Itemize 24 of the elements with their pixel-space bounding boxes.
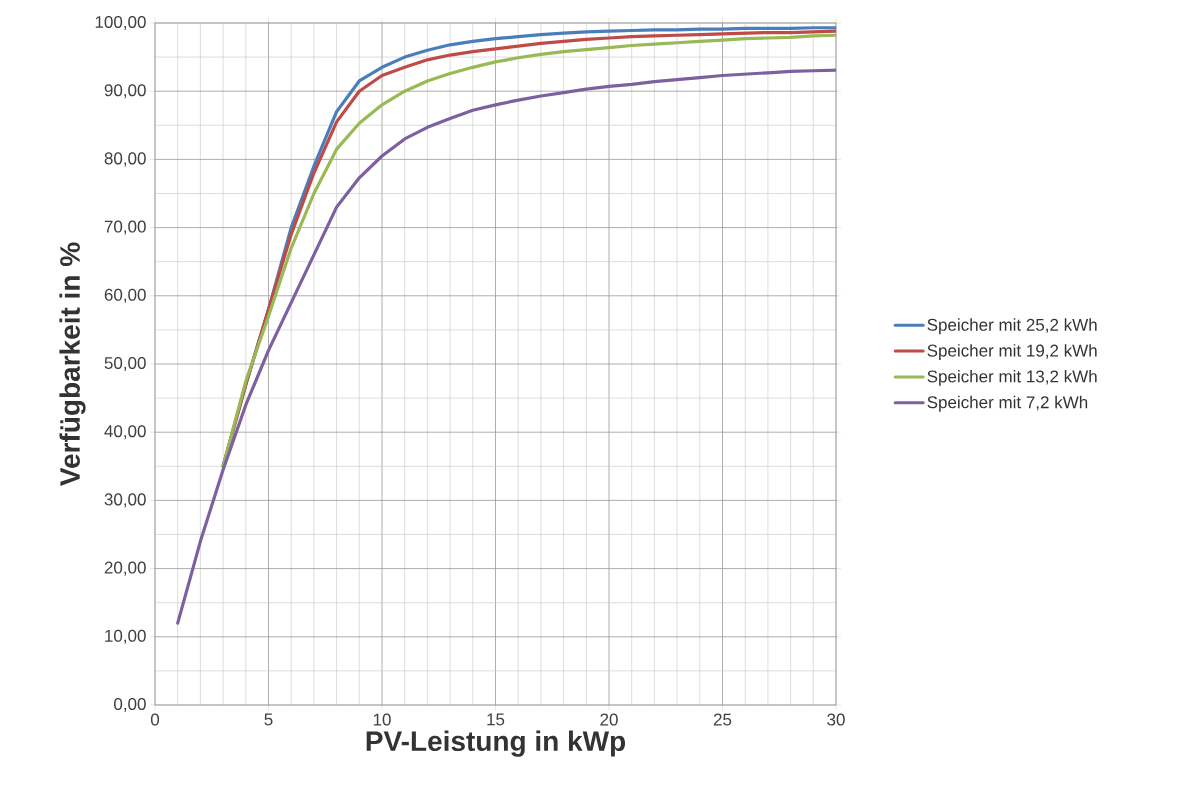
legend-label: Speicher mit 13,2 kWh bbox=[927, 370, 1097, 386]
legend-label: Speicher mit 7,2 kWh bbox=[927, 395, 1088, 412]
x-tick-label: 15 bbox=[487, 713, 505, 726]
y-tick-label: 0,00 bbox=[114, 697, 146, 713]
y-tick-label: 30,00 bbox=[104, 493, 146, 508]
y-axis-title: Verfügbarkeit in % bbox=[59, 242, 86, 486]
y-tick-label: 50,00 bbox=[104, 356, 146, 372]
y-tick-label: 70,00 bbox=[104, 220, 146, 235]
x-tick-label: 5 bbox=[264, 713, 273, 726]
legend-label: Speicher mit 19,2 kWh bbox=[927, 344, 1097, 361]
y-tick-label: 100,00 bbox=[95, 15, 146, 31]
y-tick-label: 90,00 bbox=[104, 84, 146, 99]
y-tick-label: 10,00 bbox=[105, 629, 146, 644]
x-tick-label: 0 bbox=[150, 713, 160, 726]
y-tick-label: 20,00 bbox=[104, 561, 146, 576]
x-tick-label: 30 bbox=[827, 713, 845, 726]
x-tick-label: 10 bbox=[373, 713, 391, 726]
x-tick-label: 20 bbox=[600, 713, 618, 726]
y-tick-label: 60,00 bbox=[104, 288, 146, 303]
y-tick-label: 40,00 bbox=[104, 425, 146, 440]
x-axis-title: PV-Leistung in kWp bbox=[366, 730, 626, 757]
y-tick-label: 80,00 bbox=[104, 152, 146, 167]
legend-label: Speicher mit 25,2 kWh bbox=[927, 318, 1097, 335]
x-tick-label: 25 bbox=[713, 713, 732, 726]
